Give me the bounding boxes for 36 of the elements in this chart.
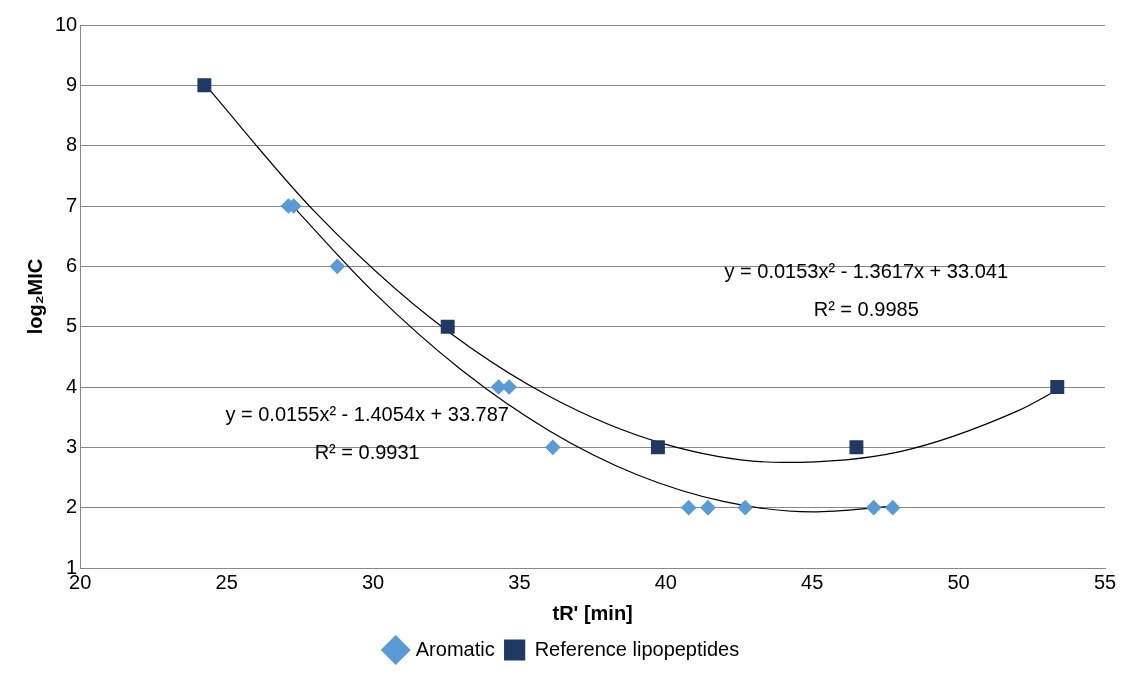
y-tick-label: 3 [66,434,78,457]
y-tick-label: 2 [66,495,78,518]
x-tick-label: 50 [947,570,970,593]
point [1050,380,1065,394]
y-tick-label: 5 [66,314,78,337]
y-axis-title: log₂MIC [23,258,46,335]
x-tick-label: 25 [215,570,238,593]
point [737,500,753,516]
x-tick-label: 40 [654,570,677,593]
x-tick-label: 45 [801,570,824,593]
annotation: y = 0.0153x² - 1.3617x + 33.041 [724,259,1009,282]
y-tick-label: 4 [66,374,78,397]
point [885,500,901,516]
y-tick-label: 8 [66,133,78,156]
x-tick-label: 55 [1093,570,1117,593]
x-tick-label: 30 [361,570,385,593]
y-tick-label: 9 [66,72,78,95]
point [440,319,455,334]
legend-label: Reference lipopeptides [534,637,740,660]
point [849,440,864,455]
annotation: y = 0.0155x² - 1.4054x + 33.787 [225,403,509,426]
point [545,439,561,455]
point [197,78,212,93]
y-tick-label: 10 [55,12,78,35]
y-tick-label: 6 [66,253,78,276]
x-tick-label: 35 [508,570,531,593]
annotation: R² = 0.9985 [813,297,919,320]
legend-label: Aromatic [415,637,495,660]
point [700,500,716,516]
annotation: R² = 0.9931 [314,441,420,464]
point [650,440,665,455]
y-tick-label: 7 [66,193,78,216]
x-axis-title: tR' [min] [552,601,633,624]
point [866,500,882,516]
point [329,258,345,274]
point [681,500,697,516]
